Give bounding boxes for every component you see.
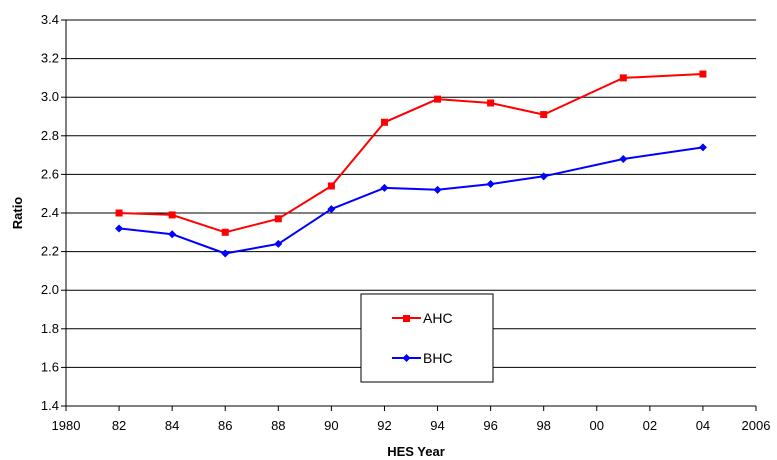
legend: AHC BHC	[360, 293, 494, 383]
y-tick-label: 2.4	[41, 205, 59, 220]
x-tick-label: 2006	[742, 418, 771, 433]
data-point-bhc	[698, 143, 707, 152]
data-point-ahc	[327, 182, 335, 190]
data-point-bhc	[221, 249, 230, 258]
x-tick-label: 02	[643, 418, 657, 433]
x-tick-label: 94	[430, 418, 444, 433]
data-point-ahc	[274, 215, 282, 223]
x-tick-label: 84	[165, 418, 179, 433]
data-point-bhc	[539, 172, 548, 181]
data-point-bhc	[433, 185, 442, 194]
x-tick-label: 90	[324, 418, 338, 433]
data-point-bhc	[168, 230, 177, 239]
legend-label-ahc: AHC	[423, 310, 453, 326]
data-point-ahc	[699, 70, 707, 78]
x-tick-label: 04	[696, 418, 710, 433]
legend-box	[360, 293, 494, 383]
x-tick-label: 92	[377, 418, 391, 433]
data-point-bhc	[619, 154, 628, 163]
y-tick-label: 1.8	[41, 321, 59, 336]
x-axis-title: HES Year	[387, 444, 445, 459]
y-tick-label: 1.6	[41, 359, 59, 374]
axes: 1.4 1.6 1.8 2.0 2.2 2.4 2.6 2.8 3.0 3.2 3.4 1980 82 8…	[41, 12, 771, 433]
legend-marker-bhc	[402, 354, 411, 362]
data-point-ahc	[434, 95, 442, 103]
y-tick-label: 2.6	[41, 166, 59, 181]
series-line-bhc	[118, 146, 704, 255]
x-tick-label: 82	[112, 418, 126, 433]
x-tick-label: 88	[271, 418, 285, 433]
data-point-bhc	[380, 183, 389, 192]
x-tick-label: 00	[590, 418, 604, 433]
data-point-ahc	[487, 99, 495, 107]
data-point-ahc	[540, 111, 548, 119]
series-line-ahc	[119, 73, 703, 234]
x-tick-label: 1980	[52, 418, 81, 433]
legend-label-bhc: BHC	[423, 350, 453, 366]
y-tick-label: 2.2	[41, 244, 59, 259]
x-tick-label: 96	[483, 418, 497, 433]
data-point-ahc	[115, 209, 123, 217]
y-tick-label: 2.0	[41, 282, 59, 297]
grid-lines	[66, 19, 756, 368]
series-lines	[115, 70, 707, 258]
y-tick-label: 3.2	[41, 51, 59, 66]
data-point-bhc	[327, 205, 336, 214]
x-tick-label: 86	[218, 418, 232, 433]
data-point-ahc	[619, 74, 627, 82]
data-point-bhc	[115, 224, 124, 233]
data-point-bhc	[486, 180, 495, 189]
y-tick-label: 3.4	[41, 12, 59, 27]
data-point-ahc	[380, 118, 388, 126]
y-tick-label: 3.0	[41, 89, 59, 104]
y-tick-label: 2.8	[41, 128, 59, 143]
legend-marker-ahc	[403, 315, 410, 322]
data-point-bhc	[274, 239, 283, 248]
data-point-ahc	[221, 228, 229, 236]
x-tick-label: 98	[536, 418, 550, 433]
y-tick-label: 1.4	[41, 398, 59, 413]
data-point-ahc	[168, 211, 176, 219]
y-axis-title: Ratio	[10, 197, 25, 230]
